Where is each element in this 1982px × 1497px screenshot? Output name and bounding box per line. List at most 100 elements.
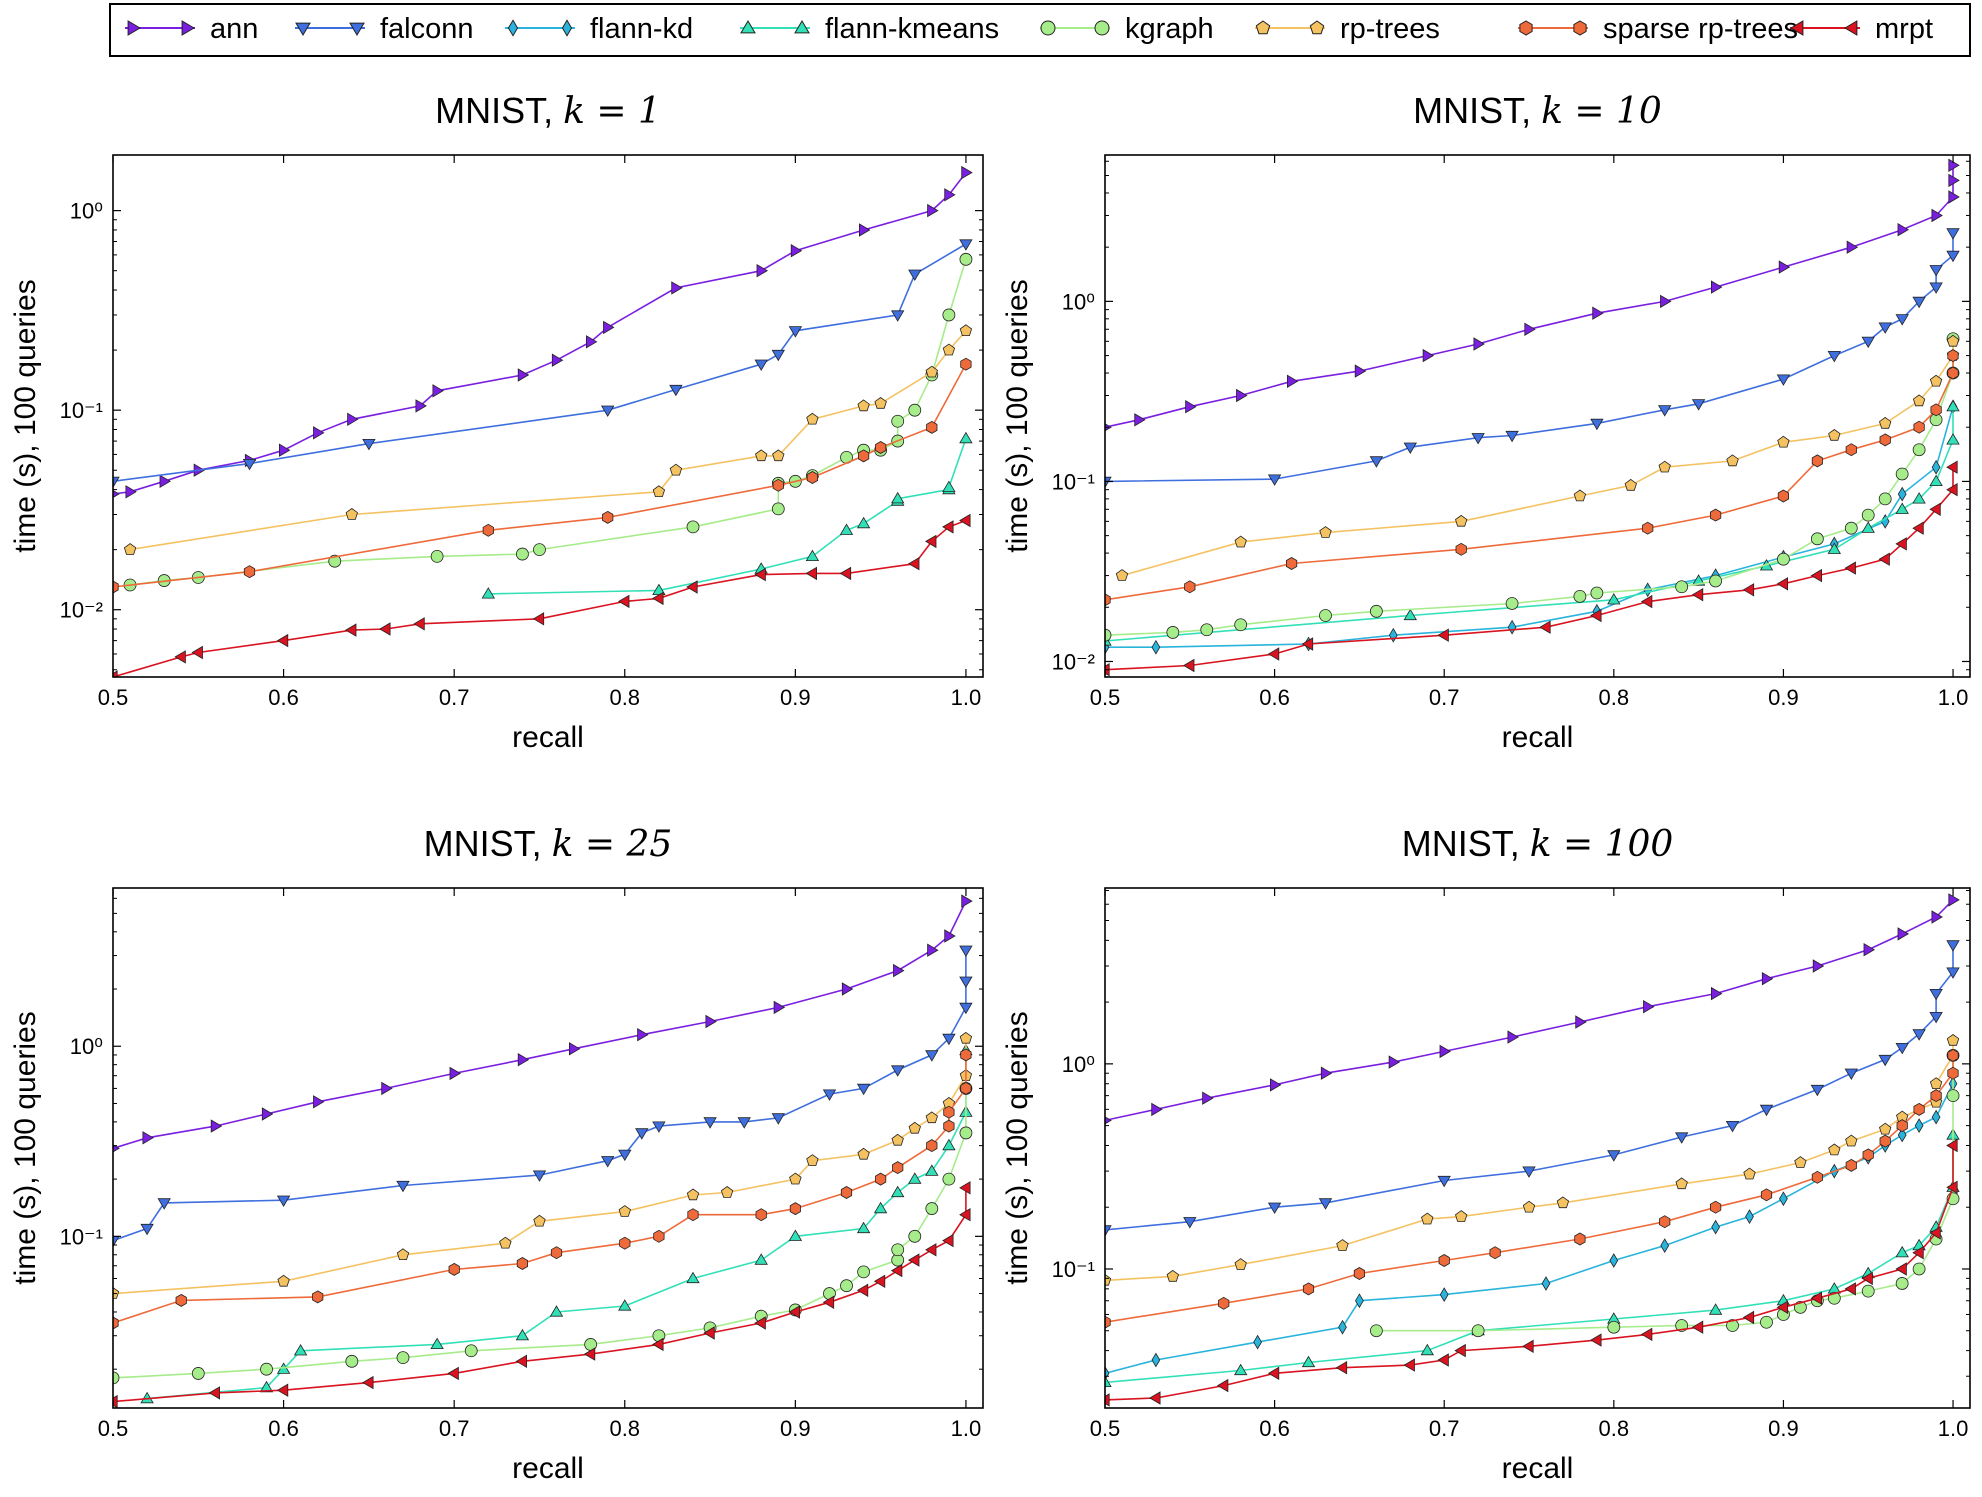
data-point <box>1573 589 1587 603</box>
data-point <box>602 510 614 524</box>
data-point <box>1267 474 1282 486</box>
data-point <box>516 1257 528 1270</box>
data-point <box>1948 893 1960 907</box>
data-point <box>381 1081 393 1096</box>
data-point <box>1234 535 1247 548</box>
data-point <box>873 1274 886 1288</box>
data-point <box>1929 374 1943 387</box>
data-point <box>1105 628 1112 642</box>
y-tick-label: 10⁰ <box>70 199 103 224</box>
data-point <box>1827 351 1841 363</box>
data-point <box>1105 1375 1112 1387</box>
data-point <box>1353 1267 1365 1280</box>
data-point <box>1743 1167 1756 1180</box>
data-point <box>1929 1226 1941 1240</box>
data-point <box>1776 577 1788 591</box>
data-point <box>1844 521 1858 535</box>
data-point <box>1777 435 1790 448</box>
data-point <box>345 1354 359 1368</box>
data-point <box>1388 627 1398 643</box>
data-point <box>1810 1291 1822 1305</box>
data-point <box>1878 1054 1892 1067</box>
data-point <box>191 1367 205 1380</box>
legend-label: sparse rp-trees <box>1603 13 1798 45</box>
data-point <box>1507 1030 1519 1044</box>
data-point <box>1912 443 1926 457</box>
data-point <box>1218 1296 1230 1310</box>
data-point <box>652 591 664 606</box>
data-point <box>1760 1315 1773 1329</box>
series-group <box>113 165 973 677</box>
series-kgraph <box>1105 332 1960 642</box>
series-sparse-rp-trees <box>113 1048 972 1330</box>
data-point <box>113 1287 120 1299</box>
panel-title-k: k = 100 <box>1530 824 1674 865</box>
data-point <box>1105 1393 1110 1407</box>
x-tick-label: 0.8 <box>609 1416 640 1441</box>
series-flann-kd <box>1105 399 1958 655</box>
data-point <box>1742 583 1755 597</box>
data-point <box>313 426 325 440</box>
data-point <box>841 982 854 996</box>
data-point <box>293 1344 308 1356</box>
data-point <box>1455 1210 1468 1222</box>
data-point <box>449 1066 461 1081</box>
data-point <box>1912 296 1926 309</box>
data-point <box>1861 1284 1875 1298</box>
data-point <box>925 534 937 549</box>
x-axis-label: recall <box>512 721 584 754</box>
data-point <box>720 1186 734 1198</box>
data-point <box>499 1236 512 1249</box>
data-point <box>840 1186 853 1199</box>
data-point <box>1403 442 1417 454</box>
legend: ann falconn flann-kd flann-kmeans kgraph rp-t… <box>109 3 1971 57</box>
data-point <box>1895 537 1907 551</box>
series-mrpt <box>113 1181 971 1408</box>
series-group <box>1105 158 1960 677</box>
data-point <box>891 310 905 322</box>
data-point <box>1878 322 1892 334</box>
data-point <box>926 420 938 434</box>
x-tick-label: 0.9 <box>1768 685 1799 710</box>
data-point <box>1946 1180 1958 1194</box>
x-axis-label: recall <box>512 1452 584 1485</box>
series-line <box>1105 406 1954 642</box>
y-tick-label: 10⁻¹ <box>60 398 103 423</box>
data-point <box>942 308 956 322</box>
data-point <box>549 1305 564 1317</box>
series-group <box>1105 893 1960 1407</box>
data-point <box>1590 608 1602 623</box>
series-flann-kmeans <box>140 1043 973 1404</box>
data-point <box>1708 1303 1723 1315</box>
data-point <box>551 353 564 367</box>
data-point <box>788 1229 803 1241</box>
data-point <box>1761 972 1774 986</box>
series-sparse-rp-trees <box>113 357 972 594</box>
data-point <box>1421 1212 1434 1225</box>
data-point <box>942 480 956 492</box>
data-point <box>464 1344 478 1358</box>
data-point <box>448 1262 460 1276</box>
panel-title: MNIST, k = 100 <box>1402 823 1674 865</box>
panel-title: MNIST, k = 10 <box>1413 90 1662 132</box>
legend-marker <box>295 22 311 36</box>
data-point <box>113 1316 119 1330</box>
data-point <box>113 490 120 498</box>
series-line <box>1105 944 1954 1231</box>
data-point <box>1929 413 1943 427</box>
data-point <box>874 397 887 409</box>
data-point <box>943 1105 955 1119</box>
data-point <box>1590 586 1604 600</box>
data-point <box>908 403 922 417</box>
series-ann <box>113 894 973 1153</box>
legend-marker <box>1255 20 1271 35</box>
data-point <box>943 1119 955 1133</box>
data-point <box>1710 1200 1722 1214</box>
y-axis-label: time (s), 100 queries <box>9 279 42 552</box>
data-point <box>755 449 768 462</box>
data-point <box>1946 433 1960 445</box>
data-point <box>447 1366 459 1381</box>
data-point <box>601 405 615 417</box>
data-point <box>891 1253 905 1267</box>
data-point <box>533 543 546 557</box>
